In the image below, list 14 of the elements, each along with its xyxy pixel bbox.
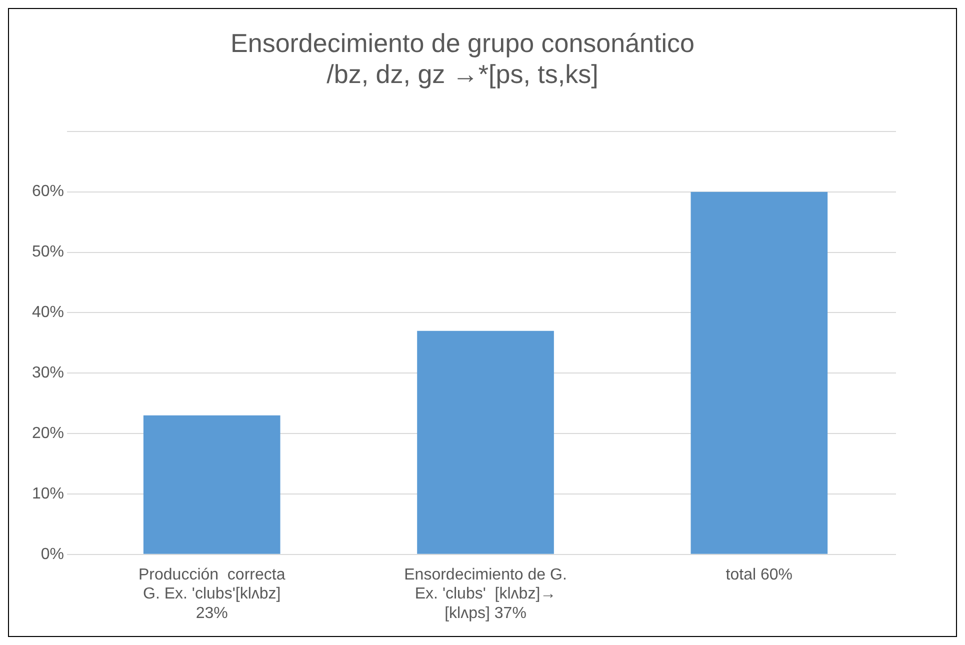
bar	[417, 330, 554, 554]
y-tick-label: 40%	[32, 304, 64, 322]
y-tick-label: 20%	[32, 424, 64, 442]
bar	[690, 192, 828, 554]
x-tick-label: Producción correcta G. Ex. 'clubs'[klʌbz] 23%	[138, 566, 286, 622]
x-tick-label: Ensordecimiento de G. Ex. 'clubs' [klʌbz]→ [klʌps] 37%	[404, 566, 567, 622]
y-tick-label: 30%	[32, 364, 64, 382]
y-tick-label: 10%	[32, 485, 64, 502]
y-tick-label: 50%	[32, 244, 64, 261]
chart-title: Ensordecimiento de grupo consonántico /bz, dz, gz →*[ps, ts,ks]	[230, 28, 694, 89]
x-tick-label: total 60%	[726, 566, 793, 584]
y-tick-label: 60%	[32, 183, 64, 200]
bar	[143, 415, 280, 554]
y-tick-label: 0%	[40, 546, 64, 563]
